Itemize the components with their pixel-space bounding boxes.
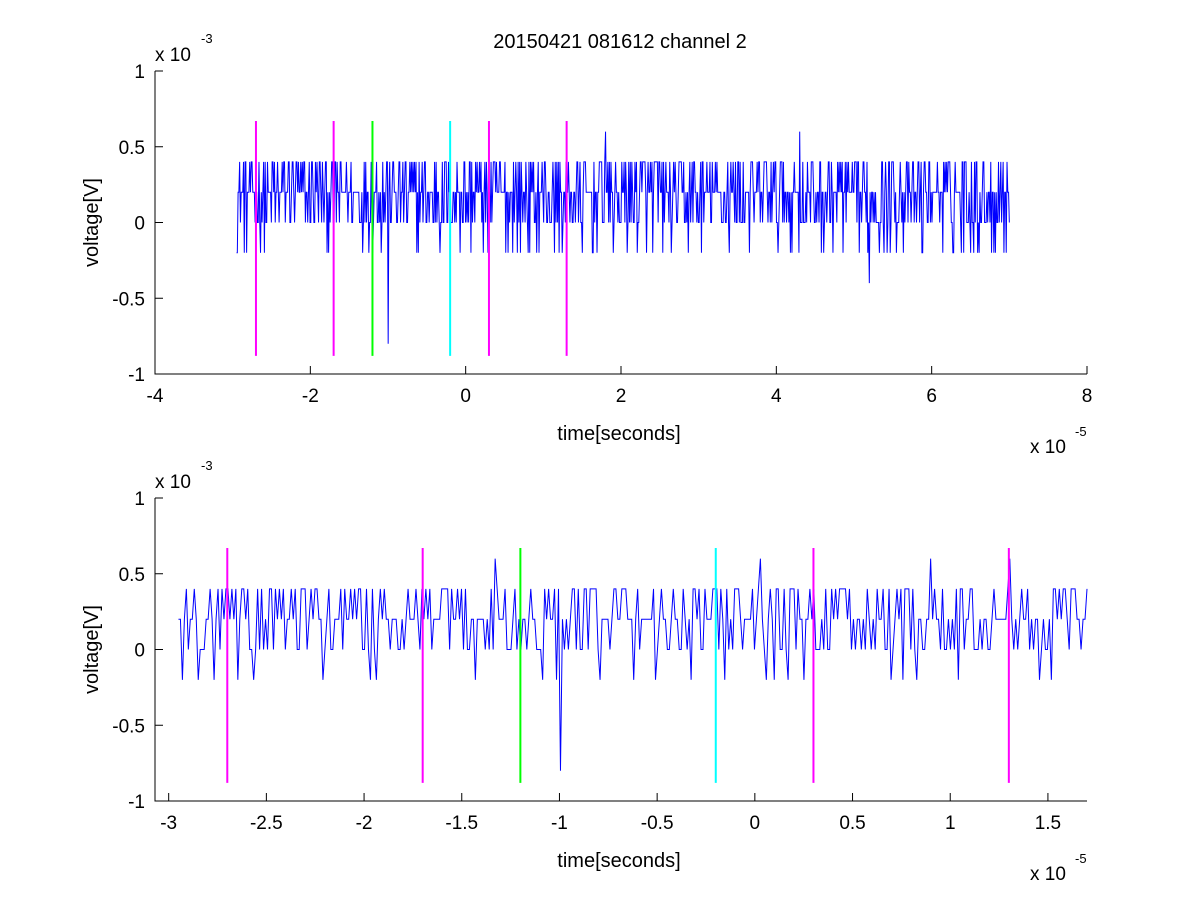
x-tick-label: 6: [926, 386, 937, 407]
axes-bottom: -3 -2.5 -2 -1.5 -1 -0.5 0 0.5 1 1.5 -1 -0.5 0 0.5 1 x 1…: [81, 458, 1088, 885]
x-tick-label: 2: [616, 386, 627, 407]
figure-title: 20150421 081612 channel 2: [493, 31, 747, 53]
y-tick-label: 0.5: [119, 138, 145, 159]
x-tick-label: -4: [147, 386, 164, 407]
x-tick-label: -1: [551, 813, 568, 834]
x-tick-label: 1: [945, 813, 956, 834]
y-tick-label: 1: [134, 62, 145, 83]
x-tick-label: -2: [302, 386, 319, 407]
x-exponent-superscript: -5: [1075, 424, 1087, 439]
x-tick-label: -2: [356, 813, 373, 834]
x-tick-label: -0.5: [641, 813, 674, 834]
signal-trace: [178, 558, 1088, 771]
y-axis-label: voltage[V]: [81, 605, 103, 694]
y-tick-label: 0: [134, 214, 145, 235]
signal-trace: [236, 131, 1010, 344]
x-tick-label: -2.5: [250, 813, 283, 834]
x-tick-label: 4: [771, 386, 782, 407]
y-tick-label: 0: [134, 641, 145, 662]
x-tick-label: -1.5: [445, 813, 478, 834]
y-exponent-label: x 10: [155, 45, 191, 66]
x-tick-label: -3: [160, 813, 177, 834]
y-tick-label: -1: [128, 792, 145, 813]
y-tick-label: -1: [128, 365, 145, 386]
y-tick-label: 0.5: [119, 565, 145, 586]
y-exponent-superscript: -3: [201, 31, 213, 46]
x-tick-label: 0: [750, 813, 761, 834]
x-tick-label: 0: [460, 386, 471, 407]
y-exponent-superscript: -3: [201, 458, 213, 473]
x-exponent-label: x 10: [1030, 437, 1066, 458]
x-tick-label: 8: [1082, 386, 1093, 407]
y-tick-label: -0.5: [112, 289, 145, 310]
x-tick-label: 1.5: [1035, 813, 1061, 834]
y-exponent-label: x 10: [155, 472, 191, 493]
x-exponent-label: x 10: [1030, 864, 1066, 885]
y-tick-label: -0.5: [112, 716, 145, 737]
axes-top: -4 -2 0 2 4 6 8 -1 -0.5 0 0.5 1 x 10 -3 x 10 -5 time[sec…: [81, 31, 1092, 458]
x-tick-label: 0.5: [839, 813, 865, 834]
x-exponent-superscript: -5: [1075, 851, 1087, 866]
x-axis-label: time[seconds]: [557, 850, 680, 872]
x-axis-label: time[seconds]: [557, 423, 680, 445]
y-tick-label: 1: [134, 489, 145, 510]
y-axis-label: voltage[V]: [81, 178, 103, 267]
